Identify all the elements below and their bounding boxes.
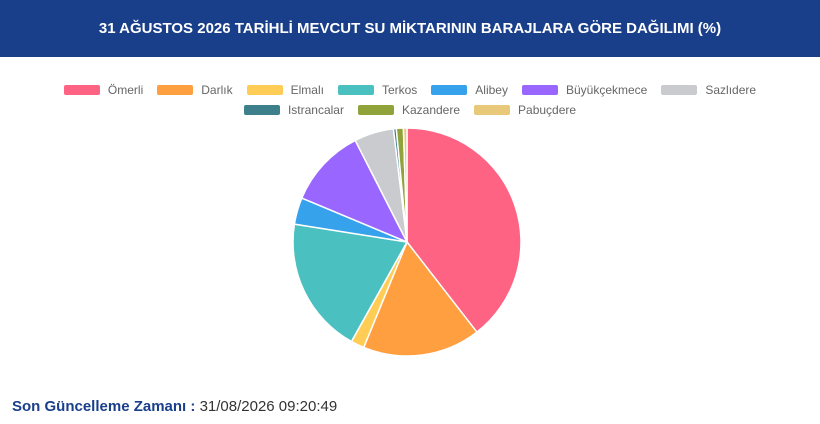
footer-label: Son Güncelleme Zamanı : — [12, 398, 196, 415]
legend-label: Kazandere — [401, 103, 461, 117]
legend-swatch — [357, 105, 394, 115]
legend-item[interactable]: Alibey — [431, 82, 508, 98]
chart-title: 31 AĞUSTOS 2026 TARİHLİ MEVCUT SU MİKTAR… — [98, 20, 722, 37]
footer-value: 31/08/2026 09:20:49 — [199, 398, 338, 415]
legend-item[interactable]: Pabuçdere — [474, 102, 576, 118]
header: 31 AĞUSTOS 2026 TARİHLİ MEVCUT SU MİKTAR… — [0, 0, 820, 57]
legend-item[interactable]: Terkos — [337, 82, 418, 98]
pie-slice — [300, 139, 409, 244]
legend-swatch — [63, 85, 100, 95]
legend: Ömerli Darlık Elmalı Terkos Alibey Büyükçekme… — [20, 82, 800, 118]
legend-label: Ömerli — [107, 83, 144, 97]
pie-slice — [292, 223, 409, 343]
legend-label: Sazlıdere — [705, 83, 757, 97]
legend-swatch — [661, 85, 698, 95]
legend-item[interactable]: Ömerli — [63, 82, 144, 98]
pie-slice — [362, 240, 478, 357]
legend-swatch — [157, 85, 194, 95]
legend-item[interactable]: Elmalı — [246, 82, 324, 98]
legend-label: Alibey — [475, 83, 508, 97]
legend-label: Istrancalar — [287, 103, 344, 117]
pie-slice — [402, 127, 408, 243]
footer: Son Güncelleme Zamanı : 31/08/2026 09:20… — [12, 398, 337, 415]
legend-swatch — [243, 105, 280, 115]
legend-swatch — [337, 85, 374, 95]
legend-label: Darlık — [201, 83, 233, 97]
legend-swatch — [521, 85, 558, 95]
legend-item[interactable]: Sazlıdere — [661, 82, 756, 98]
legend-swatch — [431, 85, 468, 95]
legend-label: Elmalı — [290, 83, 324, 97]
legend-item[interactable]: Istrancalar — [243, 102, 344, 118]
legend-item[interactable]: Büyükçekmece — [521, 82, 648, 98]
legend-label: Terkos — [381, 83, 418, 97]
legend-label: Pabuçdere — [518, 103, 577, 117]
legend-label: Büyükçekmece — [565, 83, 648, 97]
legend-item[interactable]: Darlık — [157, 82, 233, 98]
legend-swatch — [246, 85, 283, 95]
legend-swatch — [474, 105, 511, 115]
legend-item[interactable]: Kazandere — [357, 102, 461, 118]
pie-slice — [406, 127, 522, 334]
